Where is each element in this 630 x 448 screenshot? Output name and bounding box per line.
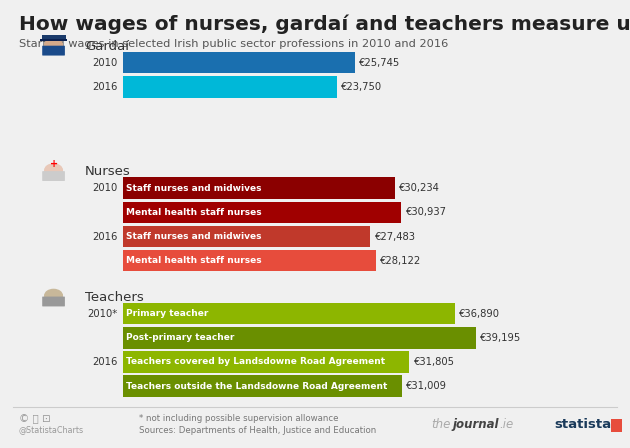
Text: Starting wages in selected Irish public sector professions in 2010 and 2016: Starting wages in selected Irish public …	[19, 39, 448, 49]
FancyBboxPatch shape	[123, 76, 336, 98]
Text: 2010: 2010	[93, 58, 118, 68]
Text: €23,750: €23,750	[341, 82, 382, 92]
Text: @StatistaCharts: @StatistaCharts	[19, 426, 84, 435]
Text: Nurses: Nurses	[85, 165, 131, 178]
Text: €27,483: €27,483	[375, 232, 416, 241]
Text: © ⓘ ⊡: © ⓘ ⊡	[19, 414, 50, 424]
Text: 2016: 2016	[93, 232, 118, 241]
Text: €30,234: €30,234	[399, 183, 440, 193]
Text: Staff nurses and midwives: Staff nurses and midwives	[126, 184, 261, 193]
FancyBboxPatch shape	[123, 351, 409, 373]
Text: Teachers: Teachers	[85, 290, 144, 304]
Text: Staff nurses and midwives: Staff nurses and midwives	[126, 232, 261, 241]
Text: €28,122: €28,122	[381, 256, 421, 266]
FancyBboxPatch shape	[123, 202, 401, 223]
Circle shape	[45, 164, 62, 177]
Text: €36,890: €36,890	[459, 309, 500, 319]
Text: .ie: .ie	[500, 418, 514, 431]
FancyBboxPatch shape	[123, 250, 376, 271]
Text: the: the	[432, 418, 451, 431]
Text: How wages of nurses, gardaí and teachers measure up: How wages of nurses, gardaí and teachers…	[19, 14, 630, 34]
Text: Mental health staff nurses: Mental health staff nurses	[126, 256, 261, 265]
FancyBboxPatch shape	[123, 327, 476, 349]
Text: +: +	[50, 159, 59, 168]
Text: €39,195: €39,195	[480, 333, 521, 343]
Text: Post-primary teacher: Post-primary teacher	[126, 333, 234, 342]
Text: * not including possible supervision allowance: * not including possible supervision all…	[139, 414, 338, 423]
FancyBboxPatch shape	[42, 46, 65, 56]
Text: 2016: 2016	[93, 357, 118, 367]
FancyBboxPatch shape	[123, 226, 370, 247]
Text: €30,937: €30,937	[406, 207, 447, 217]
FancyBboxPatch shape	[123, 375, 402, 397]
FancyBboxPatch shape	[123, 52, 355, 73]
Text: 2010*: 2010*	[88, 309, 118, 319]
FancyBboxPatch shape	[611, 419, 622, 432]
Text: €25,745: €25,745	[359, 58, 400, 68]
FancyBboxPatch shape	[42, 297, 65, 306]
FancyBboxPatch shape	[42, 171, 65, 181]
Circle shape	[45, 289, 62, 302]
Text: journal: journal	[452, 418, 499, 431]
Text: €31,805: €31,805	[413, 357, 454, 367]
Text: €31,009: €31,009	[406, 381, 447, 391]
FancyBboxPatch shape	[123, 303, 455, 324]
FancyBboxPatch shape	[40, 39, 67, 41]
Text: Sources: Departments of Health, Justice and Education: Sources: Departments of Health, Justice …	[139, 426, 376, 435]
Text: statista: statista	[554, 418, 612, 431]
Text: 2016: 2016	[93, 82, 118, 92]
Text: Teachers outside the Landsdowne Road Agreement: Teachers outside the Landsdowne Road Agr…	[126, 382, 387, 391]
FancyBboxPatch shape	[42, 35, 66, 40]
Circle shape	[45, 39, 62, 51]
Text: Teachers covered by Landsdowne Road Agreement: Teachers covered by Landsdowne Road Agre…	[126, 358, 385, 366]
Text: Primary teacher: Primary teacher	[126, 309, 209, 318]
Text: 2010: 2010	[93, 183, 118, 193]
FancyBboxPatch shape	[123, 177, 395, 199]
Text: Gardaí: Gardaí	[85, 39, 129, 53]
Text: Mental health staff nurses: Mental health staff nurses	[126, 208, 261, 217]
